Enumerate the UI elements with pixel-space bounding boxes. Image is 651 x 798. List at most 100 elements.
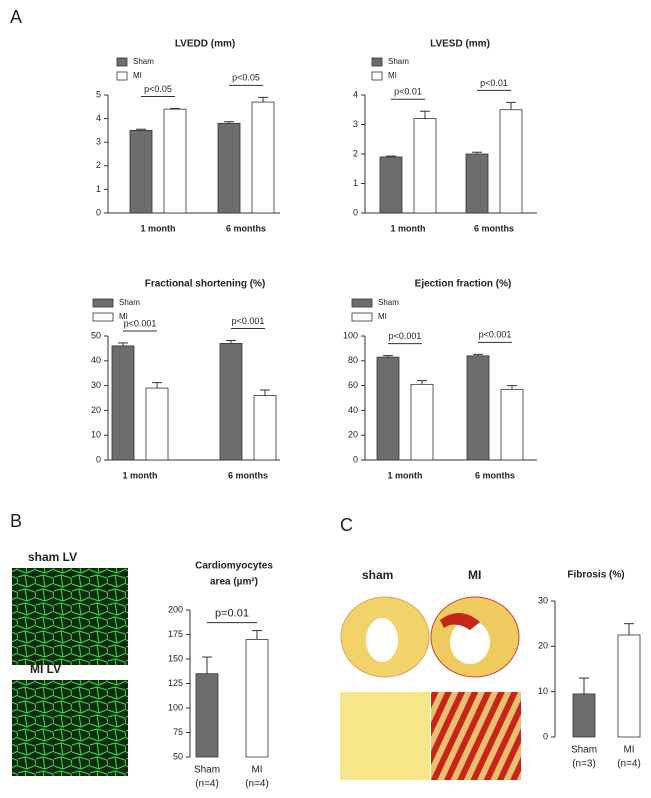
chart-title: LVEDD (mm) [175,39,235,50]
legend-swatch [371,71,383,81]
x-tick-label: 6 months [475,470,515,480]
chart-title: Fractional shortening (%) [145,279,266,290]
bar [145,387,169,461]
bar [413,118,437,214]
chart-title: Cardiomyocytes [195,561,273,572]
micrograph [12,680,128,776]
annotation: p<0.001 [232,316,265,326]
image-label: MI LV [30,662,61,676]
x-tick-label: MI [251,765,262,776]
panel-label: C [340,515,353,535]
y-tick-label: 0 [96,454,101,464]
legend-label: Sham [119,298,140,307]
y-tick-label: 30 [538,595,548,605]
legend-label: Sham [133,57,154,66]
y-tick-label: 4 [353,89,358,99]
bar [217,122,241,214]
y-tick-label: 80 [348,355,358,365]
x-tick-label: Sham [571,745,597,756]
bar [163,108,187,214]
x-tick-label: 1 month [388,470,423,480]
bar [379,156,403,214]
legend-swatch [92,312,114,322]
bar [466,355,490,461]
y-tick-label: 40 [91,355,101,365]
annotation: p<0.01 [480,78,508,88]
x-tick-note: (n=4) [245,779,269,790]
histology [431,692,521,780]
y-tick-label: 10 [91,430,101,440]
x-tick-label: 6 months [474,223,514,233]
legend-swatch [351,298,373,308]
chart-title: LVESD (mm) [430,39,490,50]
heart-section [440,612,480,630]
y-tick-label: 2 [96,160,101,170]
bar [219,343,243,461]
y-tick-label: 200 [168,604,183,614]
legend-label: MI [119,312,128,321]
y-tick-label: 30 [91,380,101,390]
bar [251,101,275,214]
bar [572,693,596,738]
legend-label: MI [378,312,387,321]
annotation: p<0.05 [232,73,260,83]
image-label: sham LV [28,550,77,564]
legend-swatch [351,312,373,322]
y-tick-label: 3 [96,137,101,147]
annotation: p<0.05 [144,84,172,94]
y-tick-label: 2 [353,148,358,158]
y-tick-label: 125 [168,678,183,688]
x-tick-label: Sham [194,765,220,776]
y-tick-label: 100 [168,702,183,712]
legend-label: Sham [378,298,399,307]
y-tick-label: 20 [538,641,548,651]
y-tick-label: 40 [348,405,358,415]
bar [129,129,153,214]
legend-swatch [92,298,114,308]
panel-label: A [10,7,22,27]
panel-label: B [10,511,22,531]
legend-swatch [116,57,128,67]
bar [195,673,219,758]
legend-label: Sham [388,57,409,66]
chart-title: Ejection fraction (%) [415,279,512,290]
x-tick-label: 6 months [226,223,266,233]
bar [253,395,277,461]
x-tick-label: 6 months [228,470,268,480]
y-tick-label: 75 [173,727,183,737]
bar [376,356,400,461]
bar [245,639,269,758]
image-label: MI [468,568,481,582]
x-tick-note: (n=4) [617,759,641,770]
y-tick-label: 0 [353,207,358,217]
y-tick-label: 5 [96,89,101,99]
bar [410,383,434,461]
micrograph [12,568,128,665]
annotation: p=0.01 [215,607,249,619]
legend-swatch [371,57,383,67]
x-tick-label: MI [623,745,634,756]
x-tick-label: 1 month [123,470,158,480]
y-tick-label: 50 [91,330,101,340]
y-tick-label: 150 [168,653,183,663]
heart-section [450,620,490,664]
bar [465,153,489,214]
bar [500,388,524,461]
heart-section [366,618,398,662]
x-tick-label: 1 month [391,223,426,233]
legend-label: MI [133,71,142,80]
image-label: sham [362,568,393,582]
annotation: p<0.01 [394,87,422,97]
y-tick-label: 1 [353,178,358,188]
y-tick-label: 1 [96,184,101,194]
bar [111,345,135,461]
chart-title: area (µm²) [210,577,258,588]
y-tick-label: 0 [353,454,358,464]
annotation: p<0.001 [389,331,422,341]
y-tick-label: 0 [96,207,101,217]
y-tick-label: 10 [538,686,548,696]
y-tick-label: 175 [168,629,183,639]
chart-title: Fibrosis (%) [567,570,624,581]
x-tick-note: (n=3) [572,759,596,770]
